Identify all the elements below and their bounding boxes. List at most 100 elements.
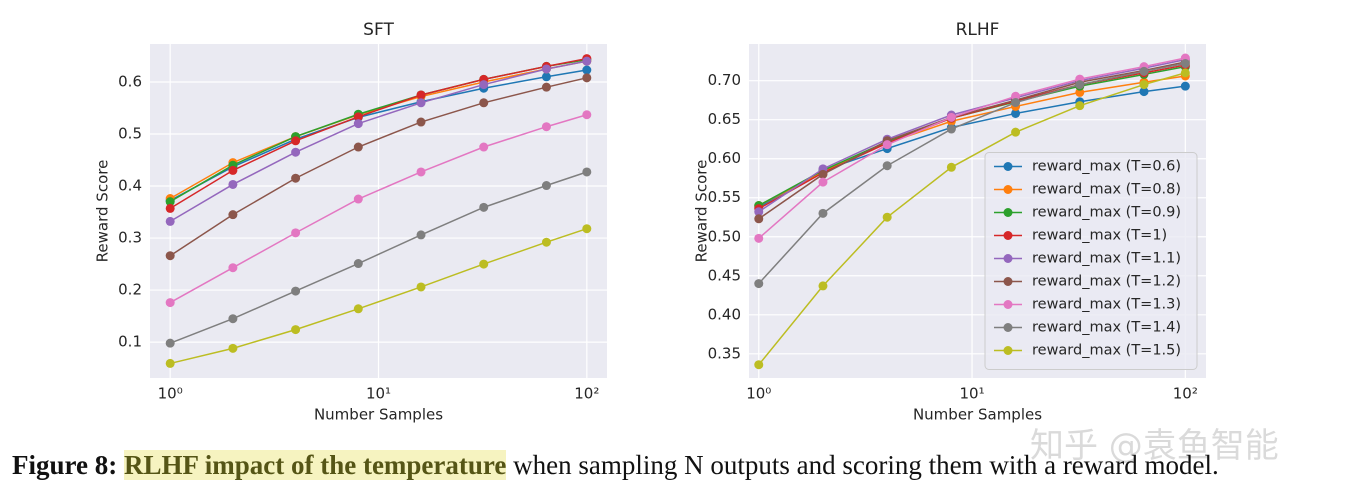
x-axis-label: Number Samples [913, 406, 1042, 424]
data-point [353, 142, 363, 152]
data-point [541, 72, 551, 82]
legend-label: reward_max (T=1) [1032, 228, 1167, 244]
caption: Figure 8: RLHF impact of the temperature… [12, 450, 1219, 481]
data-point [291, 136, 301, 146]
caption-label: Figure 8: [12, 450, 118, 480]
data-point [882, 212, 892, 222]
data-point [479, 98, 489, 108]
legend-marker [1003, 300, 1013, 309]
data-point [228, 210, 238, 220]
data-point [1139, 80, 1149, 90]
data-point [353, 119, 363, 129]
data-point [1180, 68, 1190, 78]
data-point [291, 286, 301, 296]
series-line [758, 64, 1186, 210]
data-point [541, 64, 551, 74]
caption-highlight: RLHF impact of the temperature [123, 450, 507, 480]
data-point [818, 177, 828, 187]
data-point [754, 279, 764, 289]
data-point [353, 194, 363, 204]
data-point [416, 282, 426, 292]
data-point [228, 179, 238, 189]
caption-text: when sampling N outputs and scoring them… [513, 450, 1219, 480]
y-tick-label: 0.50 [708, 227, 741, 245]
series-line [169, 57, 587, 210]
charts: SFT Number Samples Reward Score 0.1 0.2 0.3 0.… [94, 20, 1206, 424]
legend-marker [1003, 277, 1013, 286]
y-axis-label: Reward Score [94, 160, 112, 263]
data-point [165, 358, 175, 368]
legend-label: reward_max (T=0.6) [1032, 159, 1181, 175]
legend-marker [1003, 185, 1013, 194]
data-point [165, 216, 175, 226]
legend-label: reward_max (T=1.1) [1032, 251, 1181, 267]
series-line [169, 60, 587, 223]
data-point [228, 343, 238, 353]
legend-marker [1003, 231, 1013, 240]
x-tick-label: 10¹ [959, 385, 984, 403]
legend-label: reward_max (T=0.8) [1032, 182, 1181, 198]
data-point [582, 167, 592, 177]
data-point [291, 147, 301, 157]
series-line [758, 62, 1186, 285]
data-point [946, 124, 956, 134]
data-point [582, 73, 592, 83]
data-point [582, 65, 592, 75]
y-tick-label: 0.2 [118, 281, 142, 299]
chart-title: SFT [363, 20, 394, 40]
legend-label: reward_max (T=1.2) [1032, 274, 1181, 290]
data-point [1180, 81, 1190, 91]
data-point [416, 98, 426, 108]
series-line [169, 69, 587, 202]
series-line [169, 171, 588, 344]
y-tick-label: 0.1 [118, 333, 142, 351]
legend-label: reward_max (T=1.4) [1032, 320, 1181, 336]
data-point [479, 142, 489, 152]
y-tick-label: 0.55 [708, 188, 741, 206]
legend-marker [1003, 208, 1013, 217]
data-point [754, 360, 764, 370]
data-point [165, 298, 175, 308]
data-point [228, 263, 238, 273]
data-point [228, 165, 238, 175]
data-point [541, 181, 551, 191]
data-point [479, 259, 489, 269]
data-point [1139, 66, 1149, 76]
series-line [170, 227, 588, 365]
y-tick-label: 0.5 [118, 125, 142, 143]
data-point [291, 325, 301, 335]
data-point [754, 207, 764, 217]
legend-marker [1003, 254, 1013, 263]
data-point [416, 230, 426, 240]
data-point [754, 233, 764, 243]
y-tick-label: 0.4 [118, 177, 142, 195]
series-line [169, 77, 587, 257]
data-point [818, 208, 828, 218]
legend-marker [1003, 323, 1013, 332]
data-point [291, 228, 301, 238]
y-tick-label: 0.35 [708, 344, 741, 362]
data-point [353, 112, 363, 122]
data-point [582, 224, 592, 234]
data-point [479, 202, 489, 212]
data-point [1011, 98, 1021, 108]
data-point [165, 338, 175, 348]
data-point [946, 112, 956, 122]
legend-label: reward_max (T=0.9) [1032, 205, 1181, 221]
y-axis-label: Reward Score [693, 160, 711, 263]
watermark: 知乎 @袁鱼智能 [1030, 426, 1279, 466]
y-tick-label: 0.3 [118, 229, 142, 247]
y-tick-label: 0.6 [118, 72, 142, 90]
data-point [1011, 108, 1021, 118]
x-tick-label: 10² [574, 385, 599, 403]
x-tick-label: 10² [1173, 385, 1198, 403]
series-line [169, 114, 588, 304]
data-point [1180, 59, 1190, 69]
series-line [758, 57, 1186, 239]
data-point [541, 82, 551, 92]
data-point [818, 169, 828, 179]
y-tick-label: 0.40 [708, 305, 741, 323]
data-point [416, 117, 426, 127]
y-tick-label: 0.60 [708, 149, 741, 167]
